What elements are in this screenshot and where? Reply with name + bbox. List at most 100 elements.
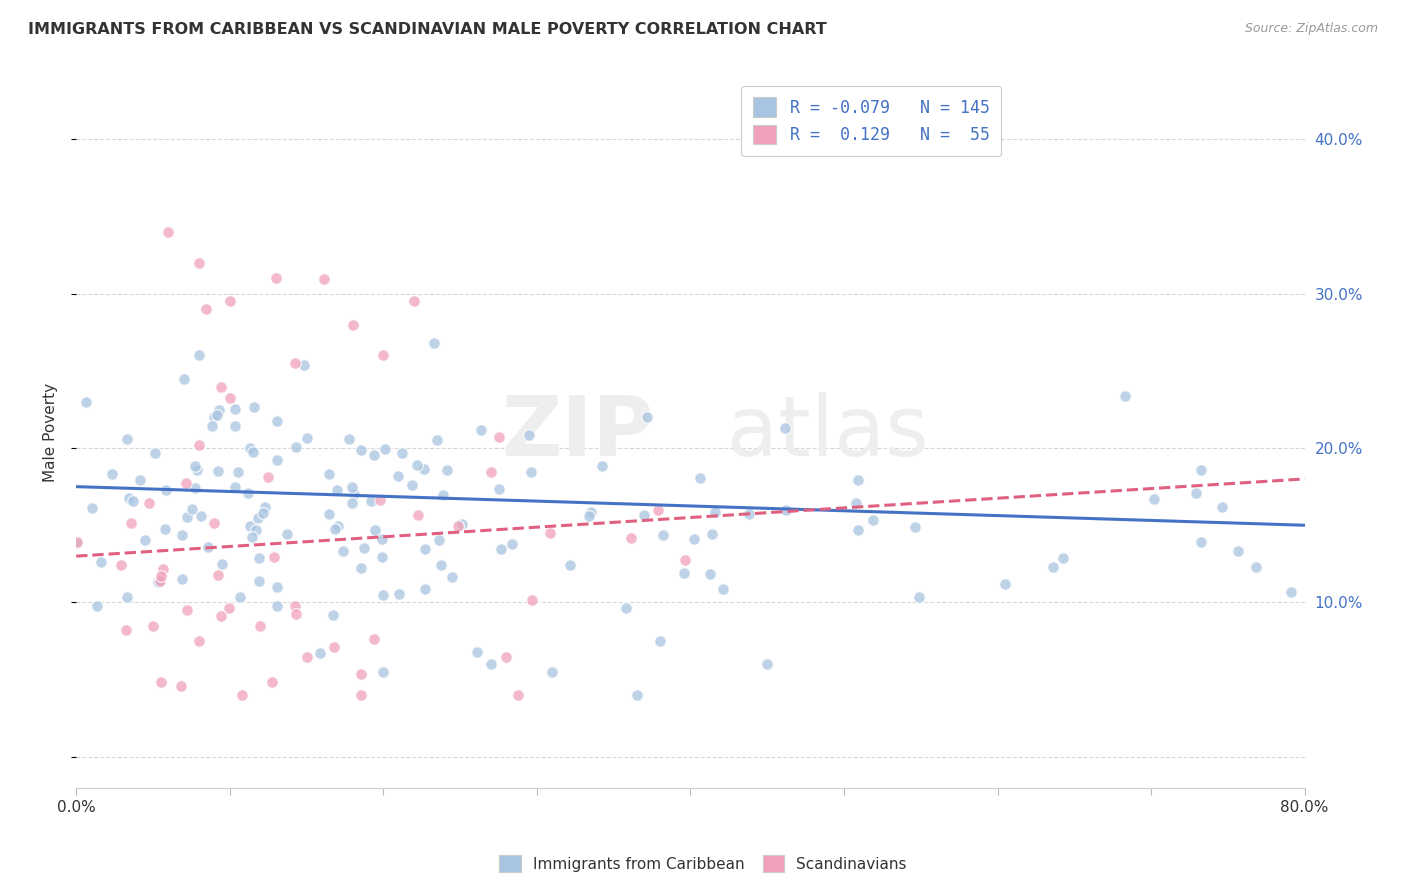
Point [110, 558, 132, 573]
Point [218, 601, 240, 615]
Point [249, 618, 271, 632]
Point [373, 348, 395, 362]
Point [263, 550, 285, 565]
Point [422, 336, 444, 351]
Point [775, 421, 797, 435]
Point [173, 371, 195, 385]
Point [1143, 491, 1166, 506]
Point [128, 473, 150, 487]
Point [228, 465, 250, 479]
Point [149, 574, 172, 589]
Point [406, 508, 429, 522]
Point [224, 402, 246, 417]
Point [506, 688, 529, 702]
Point [172, 528, 194, 542]
Legend: R = -0.079   N = 145, R =  0.129   N =  55: R = -0.079 N = 145, R = 0.129 N = 55 [741, 86, 1001, 156]
Point [209, 608, 232, 623]
Point [401, 477, 423, 491]
Point [172, 572, 194, 586]
Point [207, 464, 229, 478]
Point [188, 634, 211, 648]
Point [211, 557, 233, 571]
Point [257, 470, 280, 484]
Point [364, 523, 387, 537]
Text: Source: ZipAtlas.com: Source: ZipAtlas.com [1244, 22, 1378, 36]
Text: ZIP: ZIP [501, 392, 654, 473]
Point [907, 590, 929, 604]
Point [121, 494, 143, 508]
Point [155, 483, 177, 497]
Point [186, 462, 208, 476]
Point [245, 523, 267, 537]
Point [1227, 544, 1250, 558]
Point [134, 533, 156, 547]
Point [138, 496, 160, 510]
Point [100, 467, 122, 482]
Point [208, 403, 231, 417]
Point [387, 468, 409, 483]
Point [318, 467, 340, 481]
Point [711, 582, 734, 596]
Point [266, 453, 288, 467]
Point [197, 540, 219, 554]
Point [440, 570, 463, 584]
Point [489, 541, 512, 556]
Point [143, 446, 166, 460]
Point [308, 646, 330, 660]
Point [90, 555, 112, 569]
Point [371, 550, 394, 565]
Text: IMMIGRANTS FROM CARIBBEAN VS SCANDINAVIAN MALE POVERTY CORRELATION CHART: IMMIGRANTS FROM CARIBBEAN VS SCANDINAVIA… [28, 22, 827, 37]
Point [202, 410, 225, 425]
Point [413, 462, 436, 476]
Point [350, 688, 373, 702]
Point [1279, 584, 1302, 599]
Point [340, 480, 363, 494]
Point [846, 523, 869, 537]
Point [427, 533, 450, 548]
Point [75, 394, 97, 409]
Point [115, 432, 138, 446]
Point [231, 688, 253, 702]
Point [243, 401, 266, 415]
Point [862, 513, 884, 527]
Point [239, 519, 262, 533]
Point [66, 536, 89, 550]
Point [374, 442, 396, 456]
Point [337, 432, 360, 446]
Point [578, 508, 600, 523]
Point [149, 569, 172, 583]
Point [188, 256, 211, 270]
Point [188, 348, 211, 362]
Point [1184, 486, 1206, 500]
Point [149, 675, 172, 690]
Point [703, 505, 725, 519]
Point [520, 466, 543, 480]
Point [626, 688, 648, 702]
Point [207, 567, 229, 582]
Point [1189, 535, 1212, 549]
Point [1244, 559, 1267, 574]
Point [636, 409, 658, 424]
Point [252, 506, 274, 520]
Point [903, 519, 925, 533]
Point [517, 428, 540, 442]
Point [238, 485, 260, 500]
Point [591, 458, 613, 473]
Point [738, 507, 761, 521]
Legend: Immigrants from Caribbean, Scandinavians: Immigrants from Caribbean, Scandinavians [492, 847, 914, 880]
Point [350, 667, 373, 681]
Point [488, 430, 510, 444]
Point [682, 533, 704, 547]
Point [581, 505, 603, 519]
Point [446, 519, 468, 533]
Point [541, 665, 564, 679]
Point [266, 414, 288, 428]
Point [343, 487, 366, 501]
Point [350, 443, 373, 458]
Point [702, 527, 724, 541]
Point [699, 566, 721, 581]
Point [239, 441, 262, 455]
Point [326, 483, 349, 498]
Point [360, 494, 382, 508]
Point [647, 503, 669, 517]
